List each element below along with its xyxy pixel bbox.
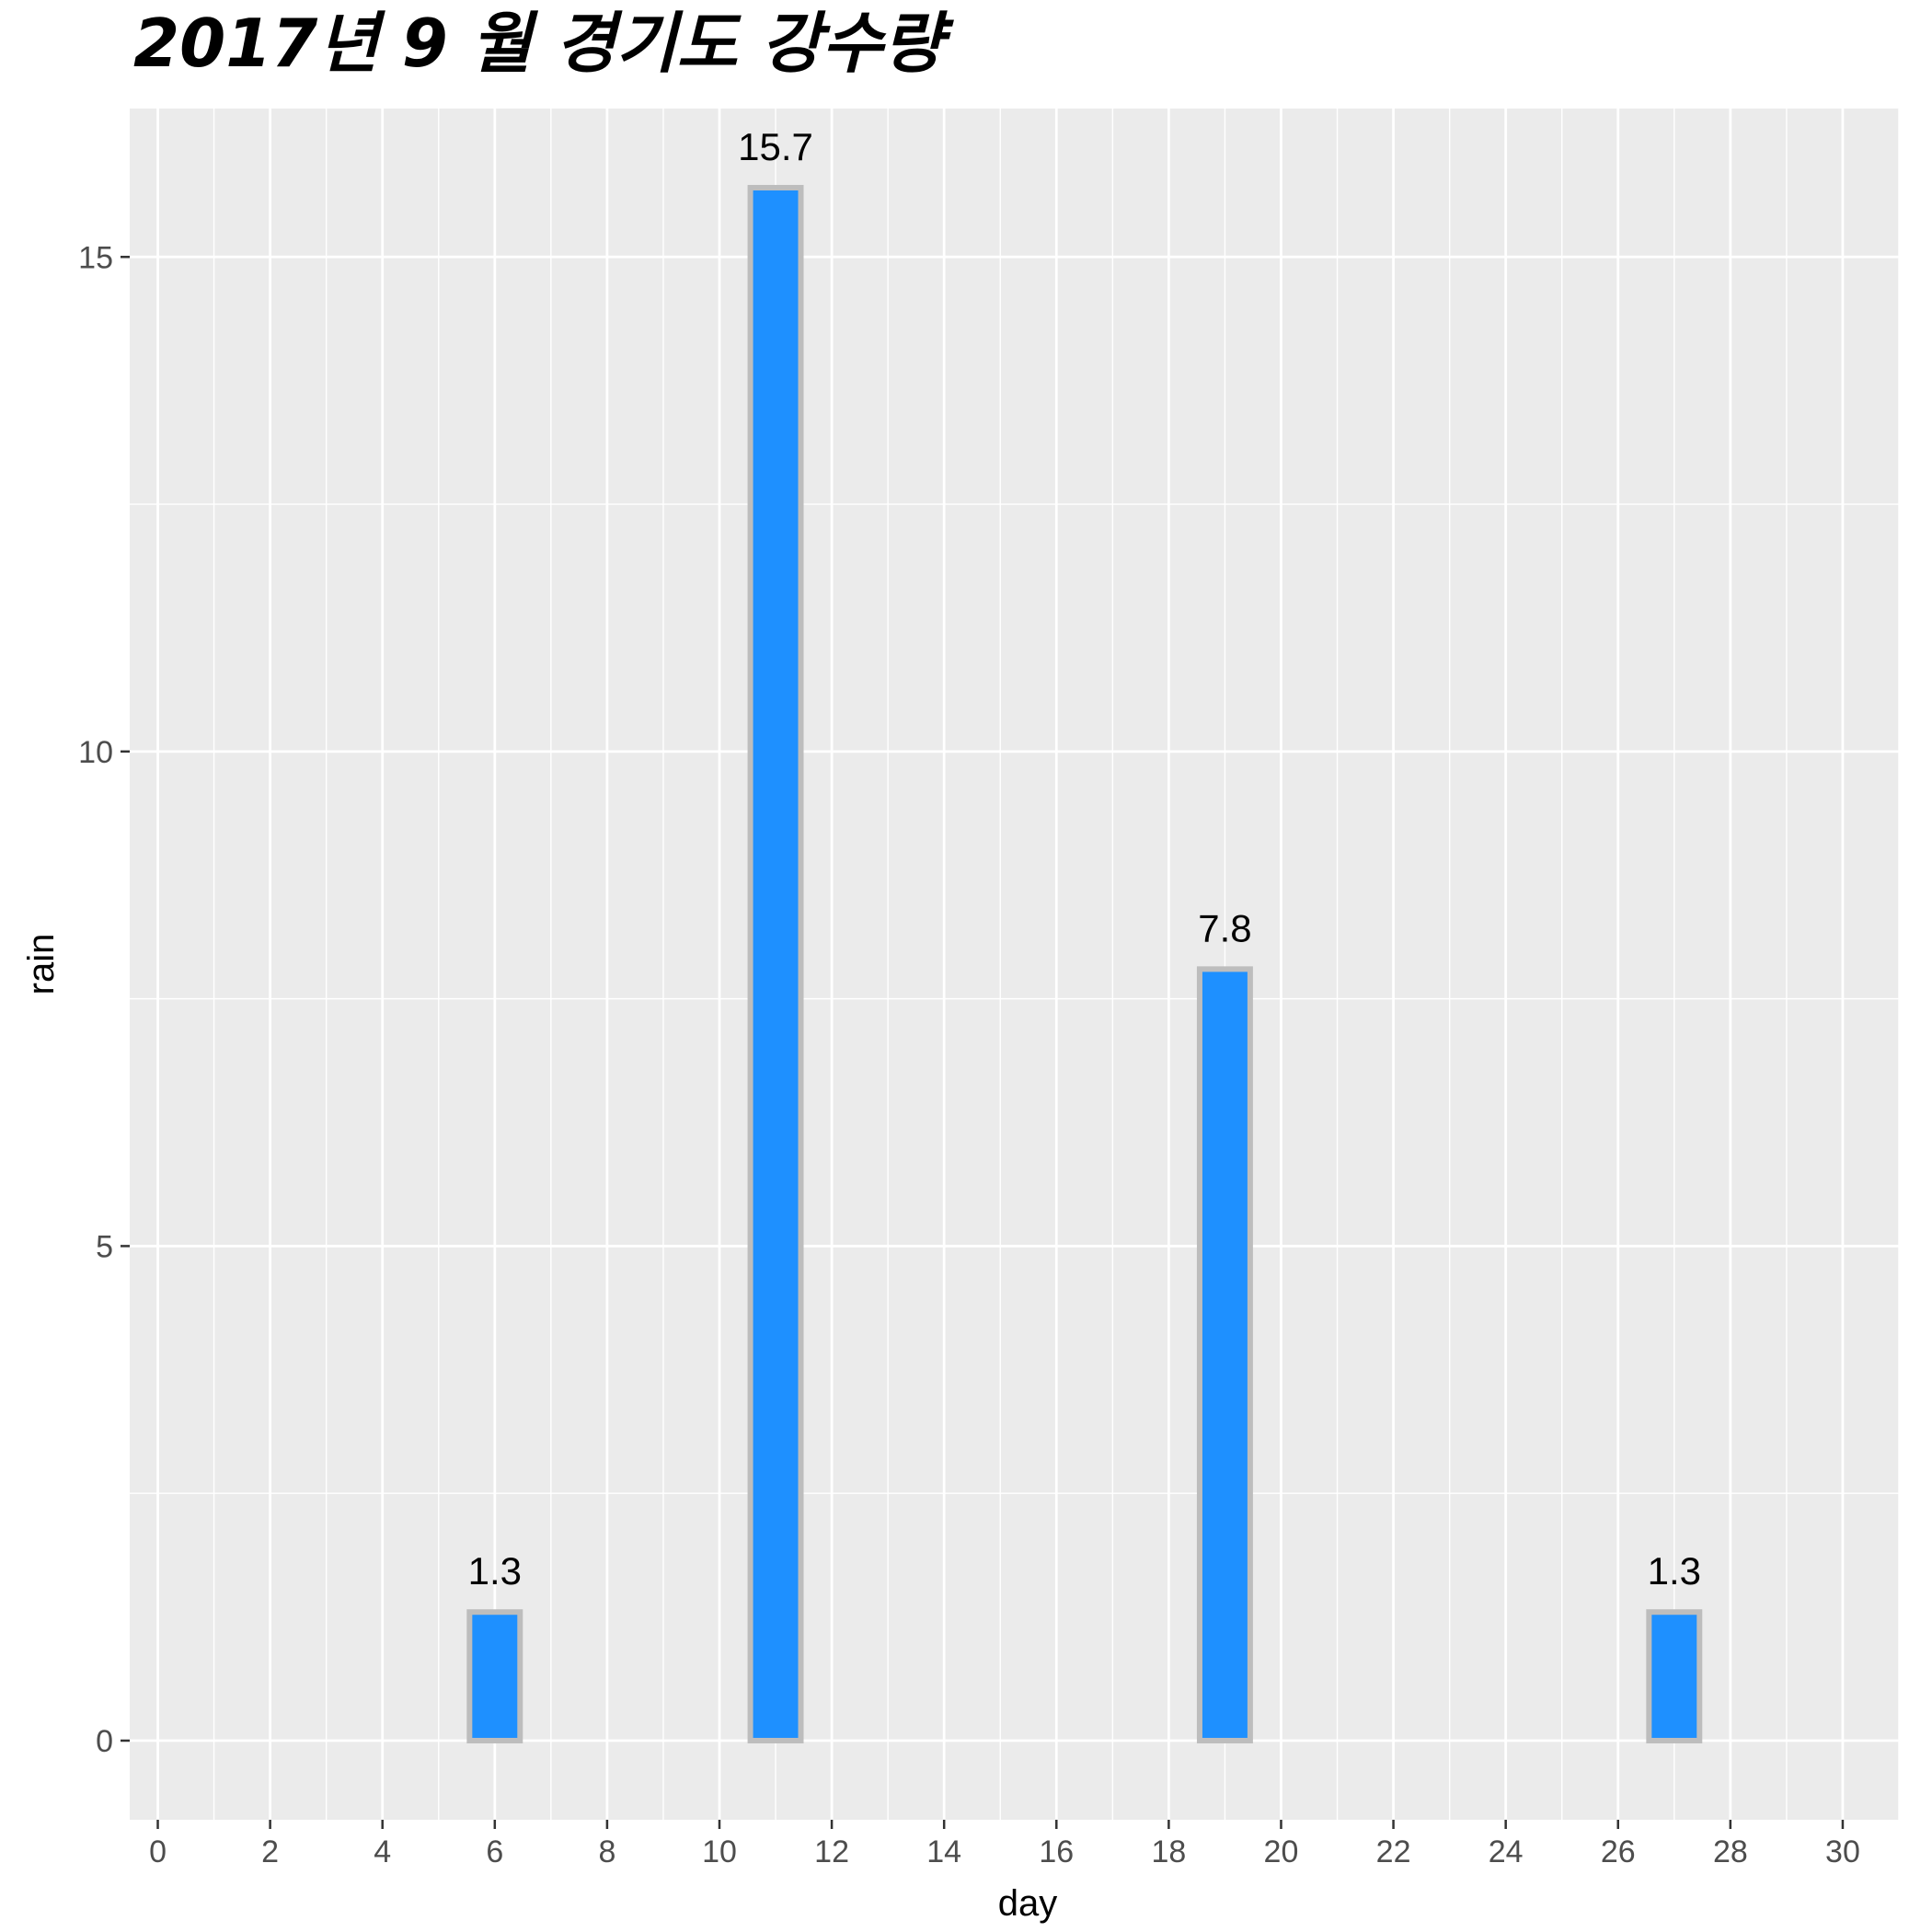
y-tick-label: 5 <box>96 1229 113 1264</box>
x-tick-label: 16 <box>1039 1834 1074 1869</box>
x-tick-label: 4 <box>374 1834 391 1869</box>
x-axis-title: day <box>998 1883 1058 1924</box>
y-axis-title: rain <box>21 934 62 995</box>
bars <box>466 185 1703 1743</box>
x-axis: 0 2 4 6 8 10 12 14 16 18 20 22 24 26 28 30 <box>149 1820 1860 1869</box>
data-label-day-19: 7.8 <box>1198 906 1251 949</box>
x-tick-label: 6 <box>486 1834 503 1869</box>
bar-day-6 <box>466 1609 523 1743</box>
x-tick-label: 8 <box>598 1834 615 1869</box>
grid-major <box>130 109 1899 1820</box>
x-tick-label: 24 <box>1489 1834 1524 1869</box>
x-tick-label: 18 <box>1151 1834 1186 1869</box>
y-tick-label: 0 <box>96 1724 113 1759</box>
y-tick-label: 15 <box>78 240 113 275</box>
bar-day-19 <box>1196 966 1253 1743</box>
x-tick-label: 0 <box>149 1834 167 1869</box>
data-label-day-11: 15.7 <box>738 125 813 168</box>
y-axis: 0 5 10 15 <box>78 240 130 1759</box>
chart-title: 2017년 9 월 경기도 강수량 <box>133 5 954 82</box>
x-tick-label: 14 <box>926 1834 961 1869</box>
x-tick-label: 22 <box>1376 1834 1411 1869</box>
x-tick-label: 2 <box>261 1834 279 1869</box>
plot-panel <box>130 109 1899 1820</box>
bar-day-11 <box>747 185 804 1743</box>
x-tick-label: 26 <box>1601 1834 1636 1869</box>
x-tick-label: 30 <box>1825 1834 1860 1869</box>
x-tick-label: 28 <box>1713 1834 1748 1869</box>
data-label-day-6: 1.3 <box>468 1549 522 1593</box>
bar-day-27 <box>1646 1609 1703 1743</box>
y-tick-label: 10 <box>78 735 113 770</box>
x-tick-label: 20 <box>1264 1834 1299 1869</box>
data-label-day-27: 1.3 <box>1648 1549 1701 1593</box>
data-labels: 1.3 15.7 7.8 1.3 <box>468 125 1701 1593</box>
x-tick-label: 12 <box>814 1834 849 1869</box>
x-tick-label: 10 <box>702 1834 737 1869</box>
